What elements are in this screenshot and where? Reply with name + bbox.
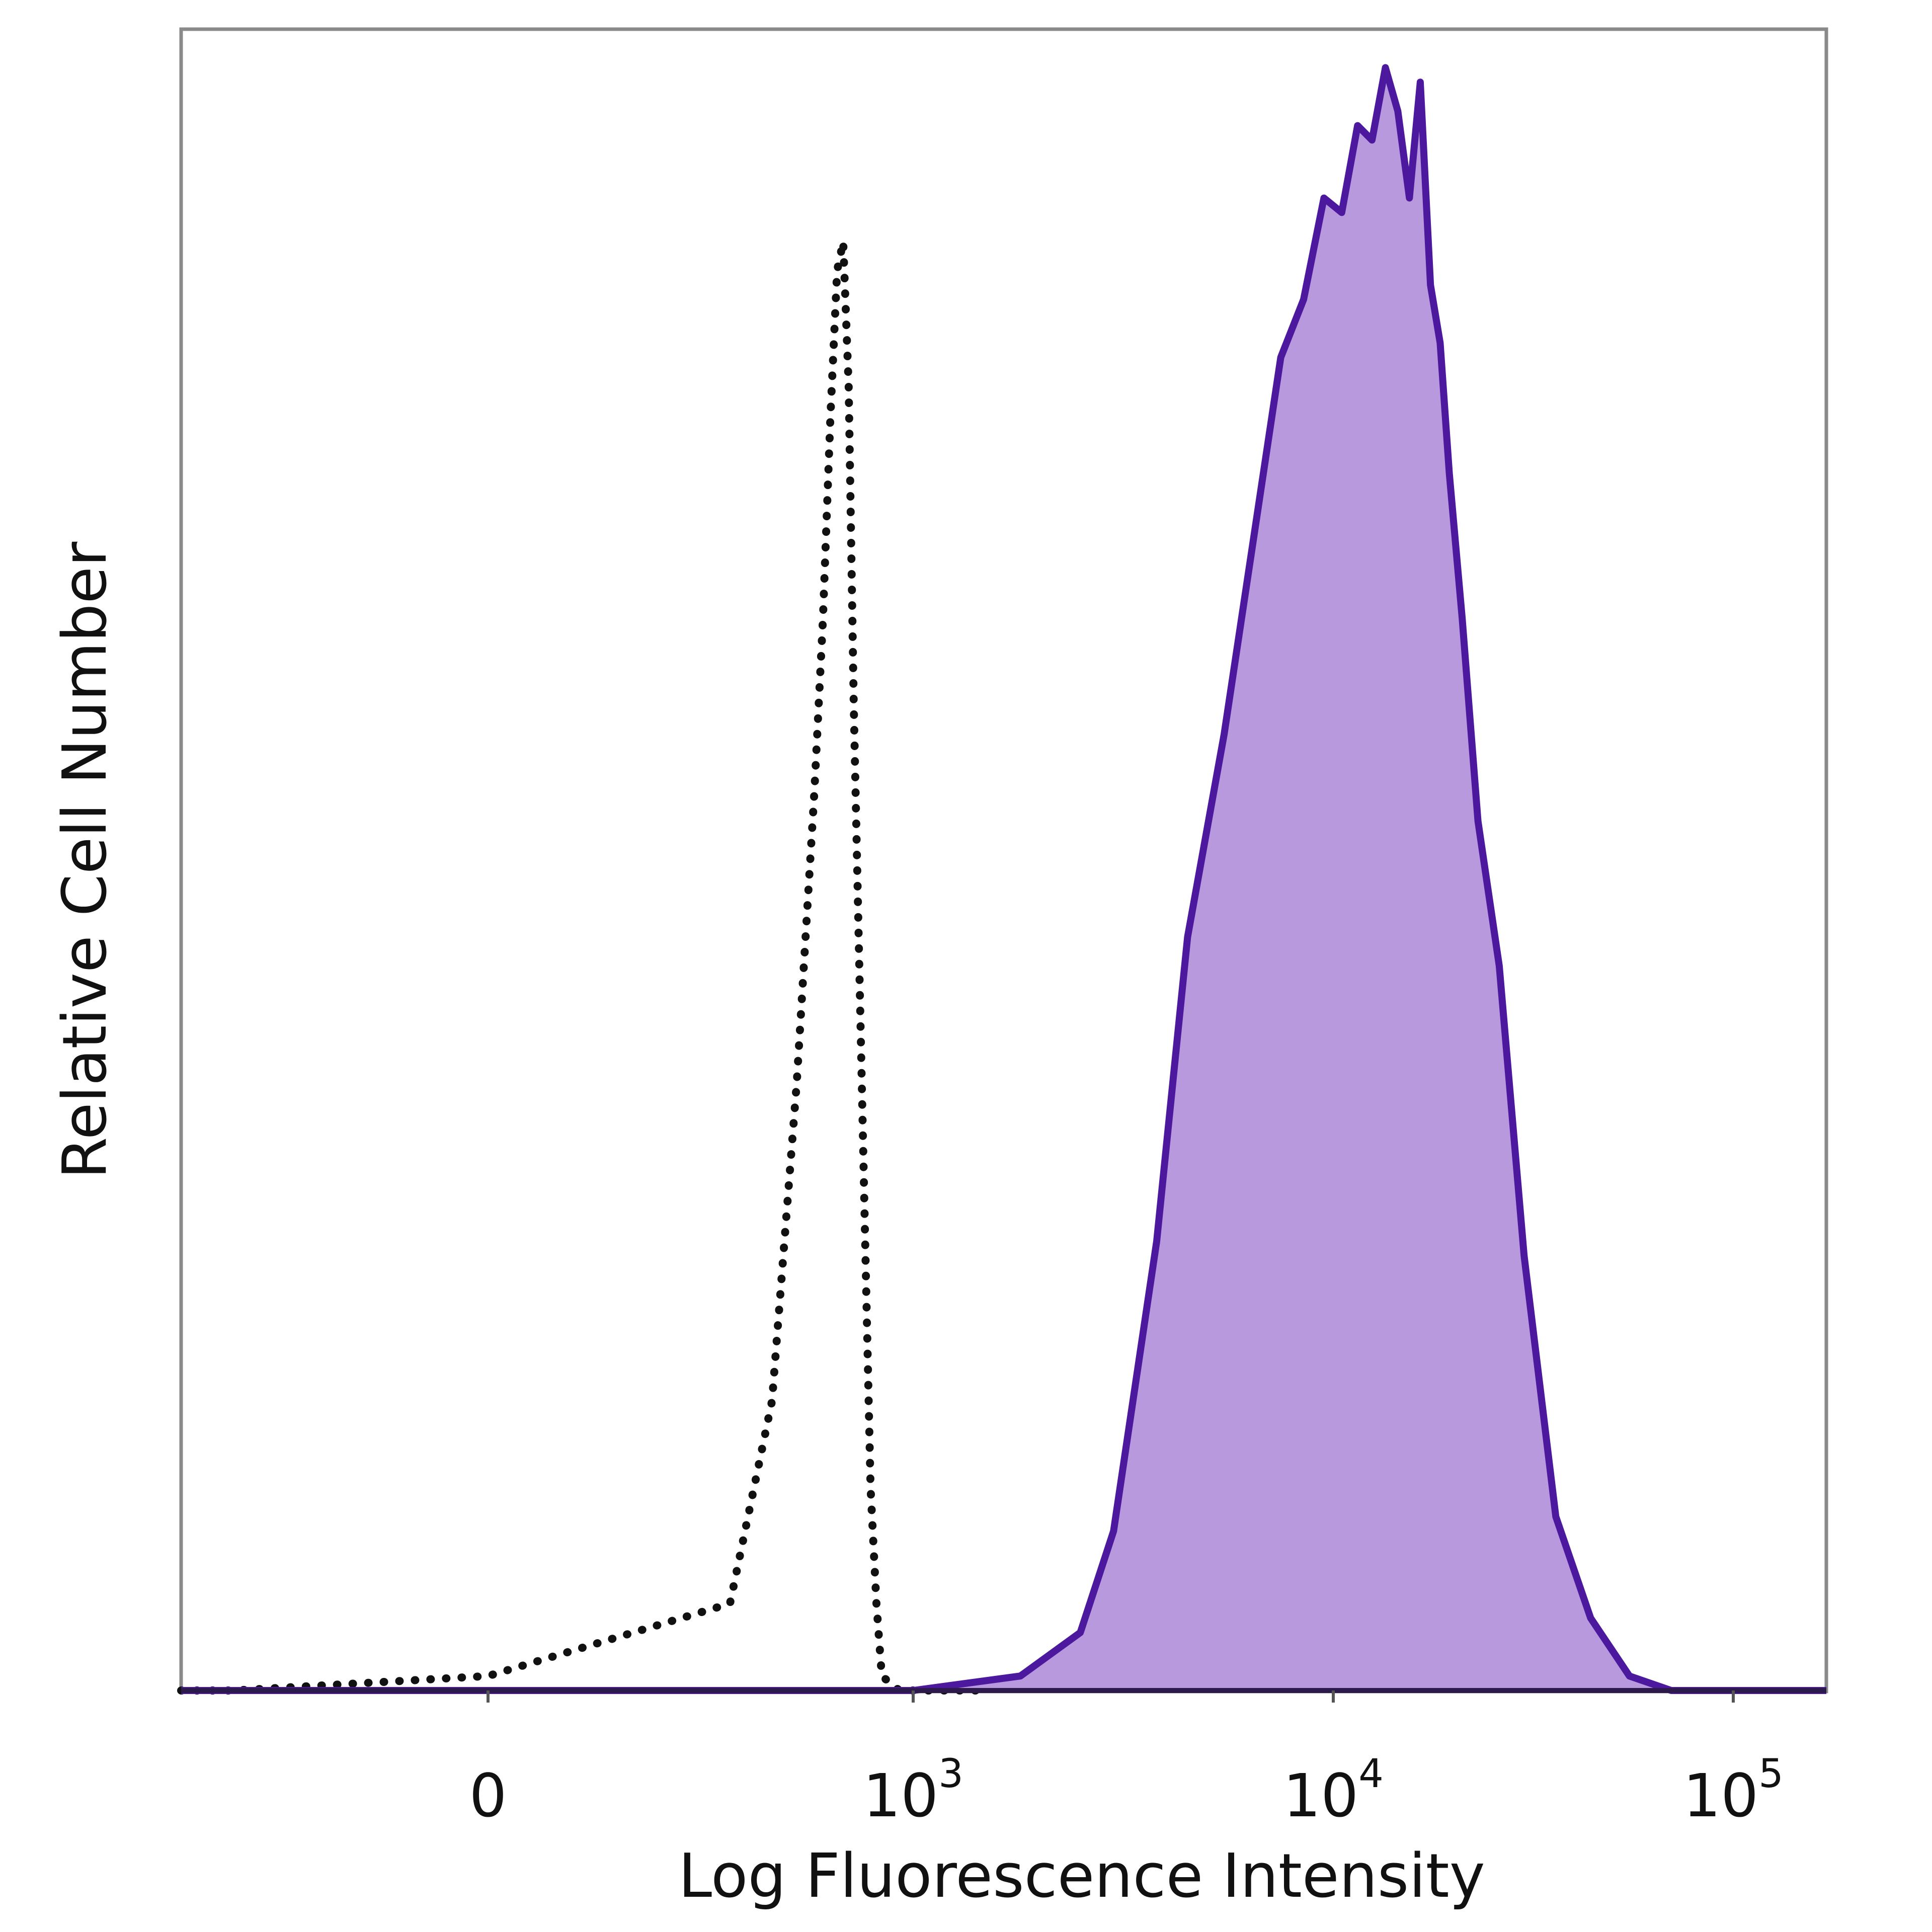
x-tick-label-2: 104: [1283, 1751, 1384, 1830]
series-layer: [177, 64, 1826, 1695]
x-tick-label-3: 105: [1683, 1751, 1784, 1830]
histogram-outline-1: [181, 64, 1826, 1694]
histogram-dotted-0: [177, 237, 991, 1695]
x-axis-label: Log Fluorescence Intensity: [678, 1841, 1485, 1911]
plot-frame: [179, 27, 1828, 1694]
x-ticks: 0 103 104 105: [469, 1691, 1784, 1830]
x-tick-label-1: 103: [863, 1751, 963, 1830]
histogram-fill-1: [181, 67, 1826, 1691]
y-axis-label: Relative Cell Number: [50, 541, 120, 1179]
x-tick-label-0: 0: [469, 1761, 507, 1830]
